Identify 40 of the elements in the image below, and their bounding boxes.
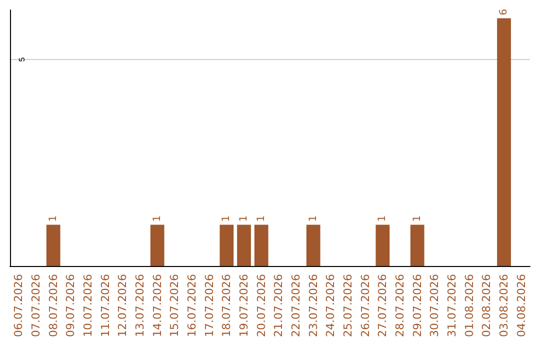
data-label: 1 xyxy=(152,215,163,222)
x-tick-label: 06.07.2026 xyxy=(12,274,26,338)
data-label: 1 xyxy=(48,215,59,222)
x-tick-label: 07.07.2026 xyxy=(30,274,42,338)
x-tick-label: 28.07.2026 xyxy=(394,274,406,338)
x-tick-label: 16.07.2026 xyxy=(186,274,198,338)
x-tick-label: 24.07.2026 xyxy=(324,274,338,338)
data-label: 6 xyxy=(498,8,510,16)
x-tick-label: 02.08.2026 xyxy=(480,274,494,338)
x-tick-label: 19.07.2026 xyxy=(238,274,250,338)
x-tick-label: 03.08.2026 xyxy=(498,274,510,338)
x-tick-label: 15.07.2026 xyxy=(168,274,182,338)
x-tick-label: 08.07.2026 xyxy=(46,274,60,338)
x-tick-label: 31.07.2026 xyxy=(446,274,458,338)
x-tick-label: 23.07.2026 xyxy=(306,274,320,338)
x-tick-label: 09.07.2026 xyxy=(64,274,78,338)
y-tick-label: 5 xyxy=(18,56,26,62)
x-tick-label: 26.07.2026 xyxy=(358,274,372,338)
x-tick-label: 10.07.2026 xyxy=(82,274,94,338)
x-tick-label: 14.07.2026 xyxy=(150,274,164,338)
x-tick-label: 29.07.2026 xyxy=(410,274,424,338)
data-label: 1 xyxy=(238,215,250,222)
data-label: 1 xyxy=(308,215,319,222)
x-tick-label: 11.07.2026 xyxy=(98,274,112,338)
x-tick-label: 25.07.2026 xyxy=(342,274,354,338)
x-tick-label: 22.07.2026 xyxy=(290,274,302,338)
data-label: 1 xyxy=(412,215,423,222)
x-tick-label: 01.08.2026 xyxy=(462,274,476,338)
x-tick-label: 18.07.2026 xyxy=(220,274,234,338)
x-tick-label: 21.07.2026 xyxy=(272,274,286,338)
x-tick-label: 12.07.2026 xyxy=(116,274,130,338)
x-tick-label: 04.08.2026 xyxy=(514,274,528,338)
x-tick-label: 17.07.2026 xyxy=(202,274,216,338)
data-label: 1 xyxy=(377,215,388,222)
x-tick-label: 30.07.2026 xyxy=(428,274,442,338)
x-tick-label: 13.07.2026 xyxy=(134,274,146,338)
x-tick-label: 20.07.2026 xyxy=(254,274,268,338)
data-label: 1 xyxy=(256,215,267,222)
data-label: 1 xyxy=(221,215,232,222)
x-tick-label: 27.07.2026 xyxy=(376,274,390,338)
